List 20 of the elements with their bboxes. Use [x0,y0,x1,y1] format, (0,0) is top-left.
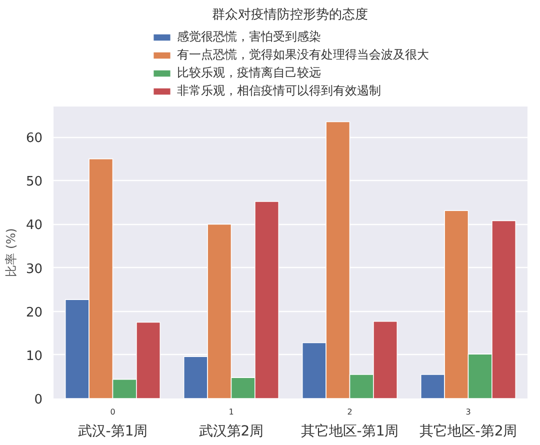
x-tick-label: 3 [466,408,471,416]
y-tick-label: 50 [26,174,43,190]
y-axis-title: 比率 (%) [4,228,18,277]
y-tick-label: 10 [26,348,43,364]
chart-title: 群众对疫情防控形势的态度 [212,6,368,22]
legend-label: 有一点恐慌，觉得如果没有处理得当会波及很大 [177,46,429,63]
text: 其它地区-第2周 [419,424,518,440]
legend-label: 非常乐观，相信疫情可以得到有效遏制 [177,82,381,99]
legend-label: 感觉很恐慌，害怕受到感染 [177,28,321,45]
x-tick-label: 2 [347,408,352,416]
text: 武汉-第1周 [78,424,148,440]
x-tick-label: 0 [110,408,116,416]
y-tick-label: 30 [26,262,43,277]
y-tick-label: 40 [26,218,43,234]
legend-label: 比较乐观，疫情离自己较远 [177,64,321,81]
y-tick-label: 60 [26,131,43,146]
text: 武汉第2周 [198,424,264,440]
y-tick-label: 20 [26,305,43,320]
text: 其它地区-第1周 [300,424,399,440]
x-tick-label: 1 [228,408,234,416]
